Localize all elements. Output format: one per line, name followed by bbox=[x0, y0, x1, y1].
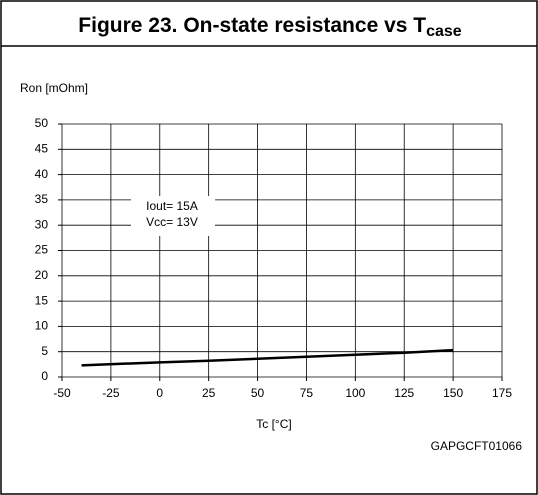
x-tick-label: -25 bbox=[102, 386, 120, 400]
x-tick-label: 150 bbox=[443, 386, 463, 400]
title-subscript: case bbox=[426, 23, 462, 40]
chart-title: Figure 23. On-state resistance vs Tcase bbox=[78, 14, 462, 41]
x-axis-label: Tc [°C] bbox=[256, 417, 291, 431]
x-tick-label: 25 bbox=[202, 386, 216, 400]
annotation: Iout= 15A bbox=[146, 199, 198, 213]
y-tick-label: 35 bbox=[35, 192, 49, 206]
x-tick-label: -50 bbox=[53, 386, 71, 400]
y-tick-label: 50 bbox=[35, 116, 49, 130]
data-line bbox=[81, 348, 454, 367]
x-tick-label: 175 bbox=[492, 386, 512, 400]
y-tick-label: 5 bbox=[41, 344, 48, 358]
y-tick-label: 0 bbox=[41, 369, 48, 383]
figure-code: GAPGCFT01066 bbox=[431, 439, 523, 453]
y-tick-label: 15 bbox=[35, 293, 49, 307]
x-tick-label: 50 bbox=[251, 386, 265, 400]
x-tick-label: 0 bbox=[156, 386, 163, 400]
y-tick-label: 45 bbox=[35, 141, 49, 155]
y-tick-label: 40 bbox=[35, 167, 49, 181]
annotation: Vcc= 13V bbox=[146, 215, 198, 229]
y-tick-label: 25 bbox=[35, 243, 49, 257]
y-axis-label: Ron [mOhm] bbox=[20, 81, 88, 95]
y-tick-label: 20 bbox=[35, 268, 49, 282]
annotation-box bbox=[131, 196, 215, 236]
y-tick-label: 30 bbox=[35, 217, 49, 231]
x-tick-label: 100 bbox=[345, 386, 365, 400]
y-tick-label: 10 bbox=[35, 319, 49, 333]
title-main: Figure 23. On-state resistance vs T bbox=[78, 14, 426, 37]
x-tick-label: 125 bbox=[394, 386, 414, 400]
x-tick-label: 75 bbox=[300, 386, 314, 400]
